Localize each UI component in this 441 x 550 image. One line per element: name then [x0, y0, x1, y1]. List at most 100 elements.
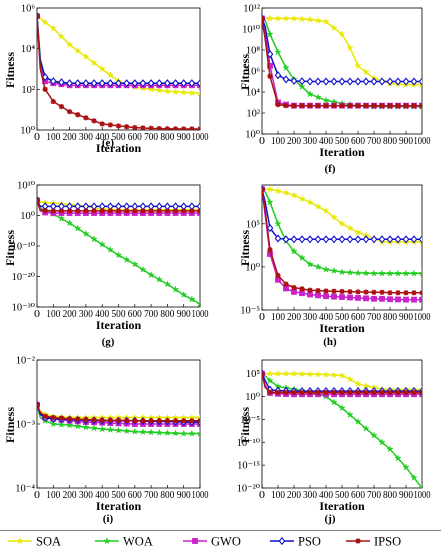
data-point	[171, 285, 180, 293]
data-point	[394, 454, 402, 462]
data-point	[418, 237, 422, 246]
x-tick-label: 600	[128, 490, 142, 501]
series-line	[37, 16, 200, 87]
data-point	[378, 235, 386, 244]
x-tick-label: 500	[112, 132, 126, 143]
y-tick-label: 10⁴	[246, 88, 261, 99]
data-point	[291, 284, 297, 291]
data-point	[346, 77, 354, 86]
data-point	[274, 48, 282, 56]
x-tick-label: 1000	[414, 312, 431, 323]
legend: SOA WOA GWO PSO IPSO	[0, 530, 441, 549]
data-point	[42, 413, 48, 419]
x-tick-label: 200	[287, 136, 301, 147]
data-point	[197, 208, 200, 214]
data-point	[187, 429, 196, 437]
data-point	[315, 292, 321, 299]
x-tick-label: 100	[271, 136, 285, 147]
data-point	[394, 235, 402, 244]
data-point	[387, 103, 393, 109]
series-pso	[37, 12, 200, 88]
data-point	[338, 219, 346, 228]
data-point	[418, 77, 422, 86]
y-tick-label: 10⁻²⁰	[237, 484, 260, 495]
x-tick-label: 1000	[192, 309, 209, 320]
data-point	[363, 389, 369, 396]
x-tick-label: 400	[319, 136, 333, 147]
data-point	[370, 269, 378, 277]
data-point	[387, 290, 393, 296]
series-line	[262, 17, 422, 86]
data-point	[196, 89, 200, 97]
series-line	[262, 373, 422, 488]
data-point	[75, 112, 81, 118]
y-tick-label: 10⁰	[20, 211, 35, 222]
y-tick-label: 10⁰	[245, 262, 260, 273]
series-woa	[262, 14, 422, 110]
data-point	[306, 15, 314, 23]
data-point	[49, 77, 57, 86]
data-point	[298, 194, 306, 203]
data-point	[131, 79, 139, 88]
y-tick-label: 10⁻³	[16, 420, 35, 431]
y-tick-label: 10⁻⁵	[240, 415, 260, 426]
x-tick-label: 500	[112, 490, 126, 501]
x-tick-label: 200	[63, 132, 77, 143]
data-point	[330, 235, 338, 244]
series-line	[262, 188, 422, 243]
data-point	[347, 389, 353, 396]
legend-label: WOA	[123, 535, 153, 549]
data-point	[307, 103, 313, 109]
data-point	[74, 79, 82, 88]
data-point	[171, 429, 180, 437]
data-point	[403, 103, 409, 109]
data-point	[410, 77, 418, 86]
data-point	[314, 235, 322, 244]
data-point	[402, 269, 410, 277]
data-point	[418, 80, 422, 88]
data-point	[99, 417, 105, 423]
x-tick-label: 500	[112, 309, 126, 320]
x-axis-label: Iteration	[96, 318, 142, 332]
x-tick-label: 300	[79, 132, 93, 143]
data-point	[307, 389, 313, 396]
data-point	[181, 418, 187, 424]
data-point	[355, 295, 361, 301]
series-line	[37, 16, 200, 84]
data-point	[91, 417, 97, 423]
data-point	[262, 186, 265, 192]
data-point	[266, 198, 274, 206]
series-woa	[37, 12, 200, 87]
data-point	[283, 103, 289, 109]
data-point	[267, 62, 273, 69]
y-tick-label: 10¹²	[243, 4, 260, 15]
data-point	[57, 214, 66, 222]
x-tick-label: 1000	[414, 490, 431, 501]
x-tick-label: 100	[46, 132, 60, 143]
x-tick-label: 400	[319, 490, 333, 501]
data-point	[58, 104, 65, 110]
data-point	[347, 289, 353, 295]
data-point	[37, 197, 40, 203]
data-point	[114, 426, 123, 434]
series-woa	[262, 185, 422, 277]
data-point	[163, 280, 172, 288]
data-point	[181, 126, 187, 130]
data-point	[291, 389, 297, 396]
data-point	[362, 424, 370, 432]
data-point	[274, 71, 282, 80]
series-line	[262, 373, 422, 392]
legend-label: SOA	[36, 535, 61, 549]
data-point	[164, 126, 170, 130]
data-point	[362, 77, 370, 86]
data-point	[346, 43, 354, 52]
data-point	[267, 389, 273, 395]
data-point	[106, 71, 115, 79]
data-point	[115, 417, 122, 423]
data-point	[172, 208, 179, 214]
x-tick-label: 300	[79, 490, 93, 501]
series-gwo	[262, 15, 422, 109]
data-point	[282, 369, 290, 377]
data-point	[370, 77, 378, 86]
